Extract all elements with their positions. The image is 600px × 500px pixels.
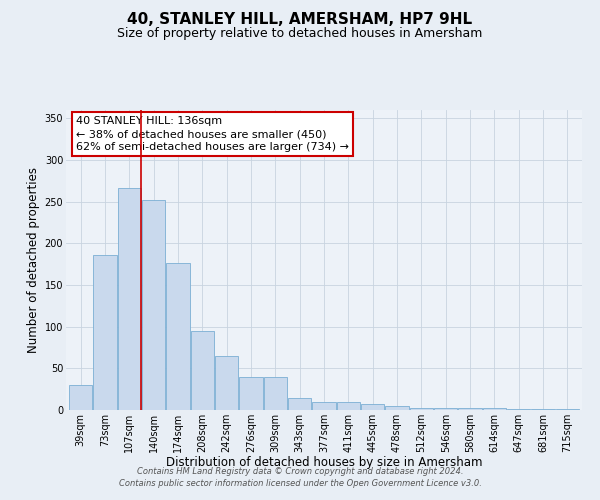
Text: 40 STANLEY HILL: 136sqm
← 38% of detached houses are smaller (450)
62% of semi-d: 40 STANLEY HILL: 136sqm ← 38% of detache… <box>76 116 349 152</box>
Bar <box>337 402 360 410</box>
Bar <box>288 398 311 410</box>
Bar <box>434 408 457 410</box>
Bar <box>361 404 384 410</box>
Bar <box>313 402 335 410</box>
Text: Contains HM Land Registry data © Crown copyright and database right 2024.
Contai: Contains HM Land Registry data © Crown c… <box>119 466 481 487</box>
X-axis label: Distribution of detached houses by size in Amersham: Distribution of detached houses by size … <box>166 456 482 469</box>
Bar <box>69 385 92 410</box>
Bar <box>458 408 482 410</box>
Bar <box>191 331 214 410</box>
Bar <box>94 255 116 410</box>
Bar <box>483 408 506 410</box>
Y-axis label: Number of detached properties: Number of detached properties <box>28 167 40 353</box>
Bar <box>507 409 530 410</box>
Bar <box>239 376 263 410</box>
Bar <box>264 376 287 410</box>
Bar <box>142 200 165 410</box>
Bar <box>166 262 190 410</box>
Bar <box>118 188 141 410</box>
Bar <box>215 356 238 410</box>
Bar <box>556 409 579 410</box>
Bar <box>410 408 433 410</box>
Bar <box>385 406 409 410</box>
Text: Size of property relative to detached houses in Amersham: Size of property relative to detached ho… <box>118 28 482 40</box>
Bar <box>532 409 554 410</box>
Text: 40, STANLEY HILL, AMERSHAM, HP7 9HL: 40, STANLEY HILL, AMERSHAM, HP7 9HL <box>127 12 473 28</box>
